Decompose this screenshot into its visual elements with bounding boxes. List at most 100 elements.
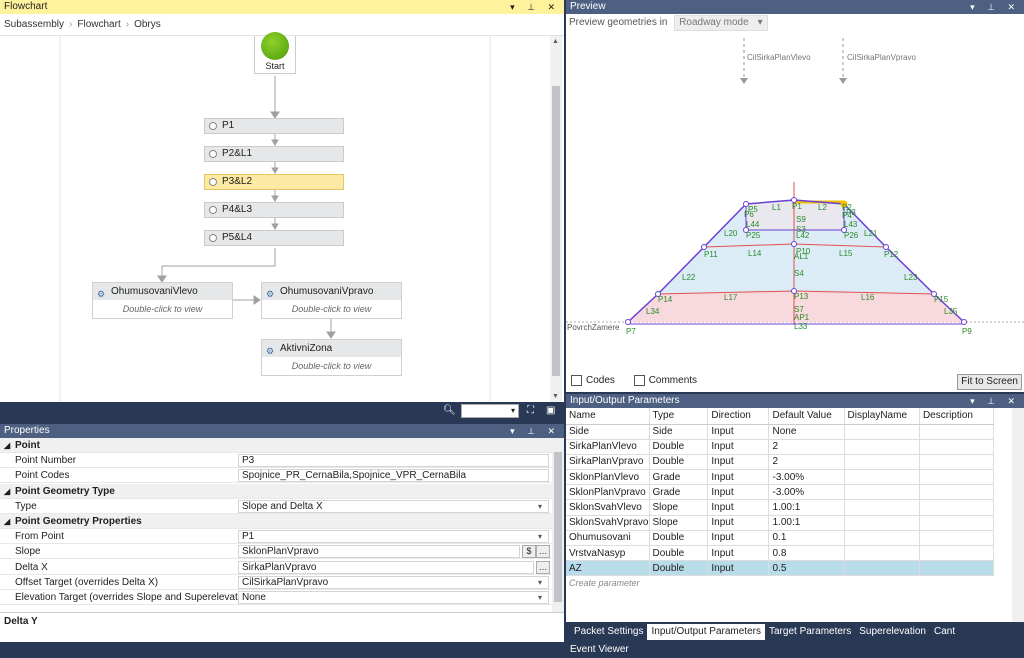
table-cell[interactable] <box>919 439 995 455</box>
collapse-icon[interactable]: ◢ <box>4 441 11 450</box>
table-cell[interactable]: Input <box>707 439 770 455</box>
point-node[interactable]: P1 <box>204 118 344 134</box>
flowchart-canvas[interactable]: Start P1 P2&L1 P3&L2 P4&L3 P5&L4 ⚙ Ohumus… <box>0 32 548 402</box>
table-cell[interactable]: Input <box>707 560 770 577</box>
zoom-window-icon[interactable]: ▣ <box>546 405 556 416</box>
table-cell[interactable]: 1.00:1 <box>768 499 845 516</box>
property-row[interactable]: Offset Target (overrides Delta X) CilSirk… <box>0 575 552 590</box>
property-category[interactable]: ◢ Point Geometry Properties <box>0 514 552 529</box>
property-value[interactable]: SklonPlanVpravo <box>238 545 520 559</box>
table-row[interactable]: SirkaPlanVpravo Double Input 2 <box>566 454 995 471</box>
table-cell[interactable]: Ohumusovani <box>566 530 650 547</box>
column-header[interactable]: DisplayName <box>844 408 920 425</box>
chevron-down-icon[interactable]: ▾ <box>537 501 542 511</box>
flowchart-scrollbar[interactable]: ▲ ▼ <box>550 36 562 402</box>
io-scrollbar[interactable] <box>1012 408 1024 622</box>
browse-button[interactable]: … <box>536 545 550 559</box>
table-cell[interactable] <box>844 469 920 486</box>
table-cell[interactable]: Slope <box>649 515 709 531</box>
table-cell[interactable]: SklonPlanVlevo <box>566 469 650 486</box>
chevron-down-icon[interactable]: ▾ <box>537 577 542 587</box>
point-node[interactable]: P2&L1 <box>204 146 344 162</box>
property-value[interactable]: CilSirkaPlanVpravo ▾ <box>238 575 549 589</box>
preview-mode-select[interactable]: Roadway mode <box>674 15 768 31</box>
table-cell[interactable] <box>844 560 920 577</box>
codes-checkbox[interactable] <box>571 374 582 386</box>
table-cell[interactable]: Side <box>566 424 650 440</box>
table-cell[interactable]: Input <box>707 530 770 547</box>
table-cell[interactable] <box>844 545 920 562</box>
property-value[interactable]: P3 <box>238 454 549 468</box>
table-cell[interactable]: Double <box>649 560 709 577</box>
table-cell[interactable]: 0.8 <box>768 545 845 562</box>
table-cell[interactable]: Double <box>649 530 709 547</box>
table-cell[interactable] <box>919 545 995 562</box>
table-cell[interactable] <box>844 499 920 516</box>
pane-pin-icon[interactable]: ▾ ⊥ ✕ <box>510 426 560 436</box>
table-cell[interactable] <box>844 530 920 547</box>
table-cell[interactable] <box>844 424 920 440</box>
property-row[interactable]: Elevation Target (overrides Slope and Su… <box>0 590 552 605</box>
fit-to-screen-button[interactable]: Fit to Screen <box>957 374 1022 390</box>
breadcrumb-item[interactable]: Flowchart <box>77 19 121 30</box>
zoom-select[interactable]: ▾ <box>461 404 519 418</box>
property-value[interactable]: Spojnice_PR_CernaBila,Spojnice_VPR_Cerna… <box>238 469 549 483</box>
subflow-node[interactable]: ⚙ OhumusovaniVpravo Double-click to view <box>261 282 402 319</box>
table-cell[interactable]: Grade <box>649 469 709 486</box>
table-cell[interactable] <box>919 469 995 486</box>
subflow-node[interactable]: ⚙ AktivniZona Double-click to view <box>261 339 402 376</box>
column-header[interactable]: Name <box>566 408 650 425</box>
browse-button[interactable]: … <box>536 560 550 574</box>
properties-scrollbar[interactable] <box>552 438 564 612</box>
chevron-down-icon[interactable]: ▾ <box>537 593 542 602</box>
table-cell[interactable]: 0.5 <box>768 560 845 577</box>
scroll-up-icon[interactable]: ▲ <box>552 38 559 45</box>
property-row[interactable]: Type Slope and Delta X ▾ <box>0 499 552 514</box>
table-cell[interactable]: Side <box>649 424 709 440</box>
table-cell[interactable]: 2 <box>768 454 845 471</box>
table-cell[interactable]: Input <box>707 469 770 486</box>
column-header[interactable]: Type <box>649 408 709 425</box>
table-cell[interactable]: Input <box>707 499 770 516</box>
table-row[interactable]: AZ Double Input 0.5 <box>566 560 995 577</box>
scroll-thumb[interactable] <box>554 452 562 602</box>
table-cell[interactable]: SklonSvahVpravo <box>566 515 650 531</box>
pane-pin-icon[interactable]: ▾ ⊥ ✕ <box>970 396 1020 406</box>
table-cell[interactable]: Double <box>649 545 709 562</box>
breadcrumb-item[interactable]: Subassembly <box>4 19 65 30</box>
table-cell[interactable]: Input <box>707 454 770 471</box>
tab[interactable]: Target Parameters <box>769 626 852 637</box>
property-row[interactable]: Slope SklonPlanVpravo $… <box>0 544 552 560</box>
table-row[interactable]: VrstvaNasyp Double Input 0.8 <box>566 545 995 562</box>
table-cell[interactable] <box>919 560 995 577</box>
pane-pin-icon[interactable]: ▾ ⊥ ✕ <box>510 2 560 12</box>
table-cell[interactable]: AZ <box>566 560 650 577</box>
table-cell[interactable] <box>844 515 920 531</box>
table-cell[interactable]: SklonPlanVpravo <box>566 484 650 501</box>
column-header[interactable]: Description <box>919 408 995 425</box>
table-cell[interactable]: Input <box>707 545 770 562</box>
table-row[interactable]: SklonPlanVpravo Grade Input -3.00% <box>566 484 995 501</box>
property-row[interactable]: From Point P1 ▾ <box>0 529 552 545</box>
table-cell[interactable]: 2 <box>768 439 845 455</box>
table-cell[interactable] <box>919 515 995 531</box>
table-cell[interactable]: Grade <box>649 484 709 501</box>
table-cell[interactable] <box>844 484 920 501</box>
table-cell[interactable]: SirkaPlanVpravo <box>566 454 650 471</box>
table-cell[interactable] <box>919 530 995 547</box>
table-cell[interactable] <box>844 439 920 455</box>
tab[interactable]: Input/Output Parameters <box>647 624 765 640</box>
breadcrumb-item[interactable]: Obrys <box>134 19 161 30</box>
collapse-icon[interactable]: ◢ <box>4 486 11 496</box>
search-icon[interactable]: 🔍︎ <box>443 405 456 416</box>
property-category[interactable]: ◢ Point <box>0 438 552 453</box>
tab[interactable]: Cant <box>933 626 956 637</box>
table-cell[interactable]: VrstvaNasyp <box>566 545 650 562</box>
table-cell[interactable] <box>919 484 995 501</box>
table-cell[interactable]: -3.00% <box>768 469 845 486</box>
tab[interactable]: Event Viewer <box>570 644 629 655</box>
property-value[interactable]: None ▾ <box>238 591 549 604</box>
table-row[interactable]: SirkaPlanVlevo Double Input 2 <box>566 439 995 455</box>
scroll-thumb[interactable] <box>552 86 560 376</box>
property-value[interactable]: Slope and Delta X ▾ <box>238 499 549 513</box>
